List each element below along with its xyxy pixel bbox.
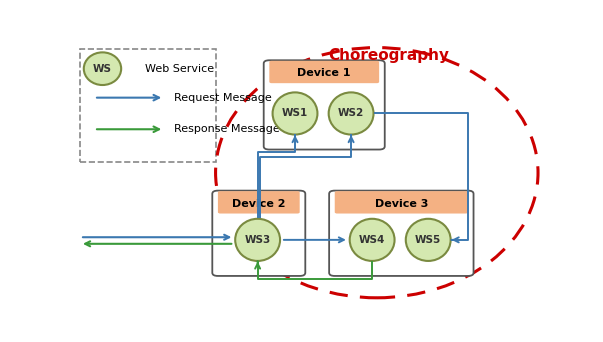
Text: WS: WS <box>93 64 112 74</box>
Text: Device 2: Device 2 <box>232 199 286 209</box>
FancyBboxPatch shape <box>329 190 473 276</box>
Text: Choreography: Choreography <box>328 48 449 63</box>
FancyBboxPatch shape <box>264 60 385 149</box>
Text: Web Service: Web Service <box>145 64 213 74</box>
Text: Response Message: Response Message <box>174 124 279 134</box>
Text: Device 3: Device 3 <box>374 199 428 209</box>
FancyBboxPatch shape <box>335 191 468 213</box>
Ellipse shape <box>406 219 450 261</box>
Text: WS2: WS2 <box>338 108 364 118</box>
FancyBboxPatch shape <box>212 190 305 276</box>
FancyBboxPatch shape <box>270 61 379 83</box>
Text: WS3: WS3 <box>244 235 271 245</box>
Text: Request Message: Request Message <box>174 93 271 103</box>
FancyBboxPatch shape <box>218 191 300 213</box>
Text: WS5: WS5 <box>415 235 441 245</box>
Ellipse shape <box>273 92 317 134</box>
Text: WS4: WS4 <box>359 235 385 245</box>
Text: Device 1: Device 1 <box>297 68 351 78</box>
FancyBboxPatch shape <box>80 49 216 162</box>
Ellipse shape <box>84 52 121 85</box>
Text: WS1: WS1 <box>282 108 308 118</box>
Ellipse shape <box>350 219 394 261</box>
Ellipse shape <box>235 219 280 261</box>
Ellipse shape <box>329 92 373 134</box>
